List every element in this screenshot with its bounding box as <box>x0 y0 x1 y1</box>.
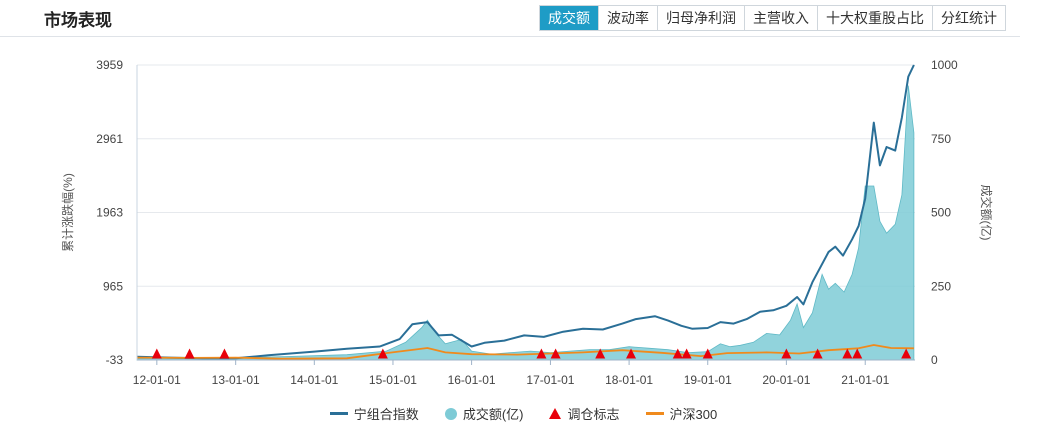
x-tick-label: 19-01-01 <box>684 373 732 387</box>
x-tick-label: 15-01-01 <box>369 373 417 387</box>
y-tick-label: 3959 <box>96 58 123 72</box>
rebalance-marker <box>681 348 692 359</box>
y2-tick-label: 0 <box>931 353 938 367</box>
tab-revenue[interactable]: 主营收入 <box>744 6 817 30</box>
x-tick-label: 18-01-01 <box>605 373 653 387</box>
rebalance-marker-layer <box>151 348 912 359</box>
rebalance-marker <box>852 348 863 359</box>
section-header: 市场表现 成交额 波动率 归母净利润 主营收入 十大权重股占比 分红统计 <box>0 0 1020 37</box>
rebalance-marker <box>377 348 388 359</box>
rebalance-marker <box>184 348 195 359</box>
y2-tick-label: 250 <box>931 279 951 293</box>
rebalance-marker <box>672 348 683 359</box>
y2-tick-label: 750 <box>931 132 951 146</box>
turnover-area <box>136 85 915 361</box>
chart-legend: 宁组合指数 成交额(亿) 调仓标志 沪深300 <box>0 404 1047 423</box>
x-tick-label: 12-01-01 <box>133 373 181 387</box>
rebalance-marker <box>702 348 713 359</box>
rebalance-marker <box>781 348 792 359</box>
rebalance-marker <box>812 348 823 359</box>
x-tick-label: 21-01-01 <box>841 373 889 387</box>
hs300-series-line <box>136 344 914 360</box>
line-layer <box>136 64 915 360</box>
x-tick-label: 16-01-01 <box>448 373 496 387</box>
rebalance-marker <box>842 348 853 359</box>
tab-top10-weight[interactable]: 十大权重股占比 <box>817 6 932 30</box>
y2-axis-label: 成交额(亿) <box>979 185 994 241</box>
triangle-icon <box>549 408 562 419</box>
hs300-line-swatch <box>645 412 664 415</box>
tab-volatility[interactable]: 波动率 <box>598 6 657 30</box>
rebalance-marker <box>550 348 561 359</box>
rebalance-marker <box>151 348 162 359</box>
y-tick-label: 965 <box>103 279 123 293</box>
legend-label-hs300: 沪深300 <box>669 407 718 422</box>
tab-turnover[interactable]: 成交额 <box>540 6 598 30</box>
x-tick-label: 14-01-01 <box>290 373 338 387</box>
tab-dividend[interactable]: 分红统计 <box>932 6 1005 30</box>
tab-net-profit[interactable]: 归母净利润 <box>657 6 744 30</box>
rebalance-marker <box>536 348 547 359</box>
legend-label-turnover: 成交额(亿) <box>462 407 524 422</box>
legend-label-rebalance: 调仓标志 <box>567 407 620 422</box>
y-tick-label: -33 <box>106 353 124 367</box>
x-tick-label: 13-01-01 <box>212 373 260 387</box>
legend-item-hs300[interactable]: 沪深300 <box>645 404 718 423</box>
y2-tick-label: 1000 <box>931 58 958 72</box>
y2-tick-label: 500 <box>931 206 951 220</box>
rebalance-marker <box>219 348 230 359</box>
y-tick-label: 1963 <box>96 206 123 220</box>
legend-label-index: 宁组合指数 <box>353 407 419 422</box>
section-title: 市场表现 <box>44 11 112 30</box>
y-tick-label: 2961 <box>96 132 123 146</box>
turnover-area-layer <box>136 85 915 361</box>
market-chart: -33 965 1963 2961 3959 0 250 500 750 1000 12-01-01… <box>60 58 994 387</box>
metric-tabs: 成交额 波动率 归母净利润 主营收入 十大权重股占比 分红统计 <box>539 5 1006 31</box>
index-series-line <box>136 64 915 360</box>
x-tick-label: 20-01-01 <box>762 373 810 387</box>
turnover-dot-swatch <box>444 407 457 420</box>
legend-item-index[interactable]: 宁组合指数 <box>329 404 419 423</box>
rebalance-marker <box>626 348 637 359</box>
axis-layer: -33 965 1963 2961 3959 0 250 500 750 1000 12-01-01… <box>96 58 958 387</box>
index-line-swatch <box>329 412 348 415</box>
x-tick-label: 17-01-01 <box>526 373 574 387</box>
y-axis-label: 累计涨跌幅(%) <box>60 173 75 252</box>
rebalance-marker <box>901 348 912 359</box>
rebalance-marker <box>595 348 606 359</box>
legend-item-turnover[interactable]: 成交额(亿) <box>444 404 524 423</box>
legend-item-rebalance[interactable]: 调仓标志 <box>549 404 620 423</box>
